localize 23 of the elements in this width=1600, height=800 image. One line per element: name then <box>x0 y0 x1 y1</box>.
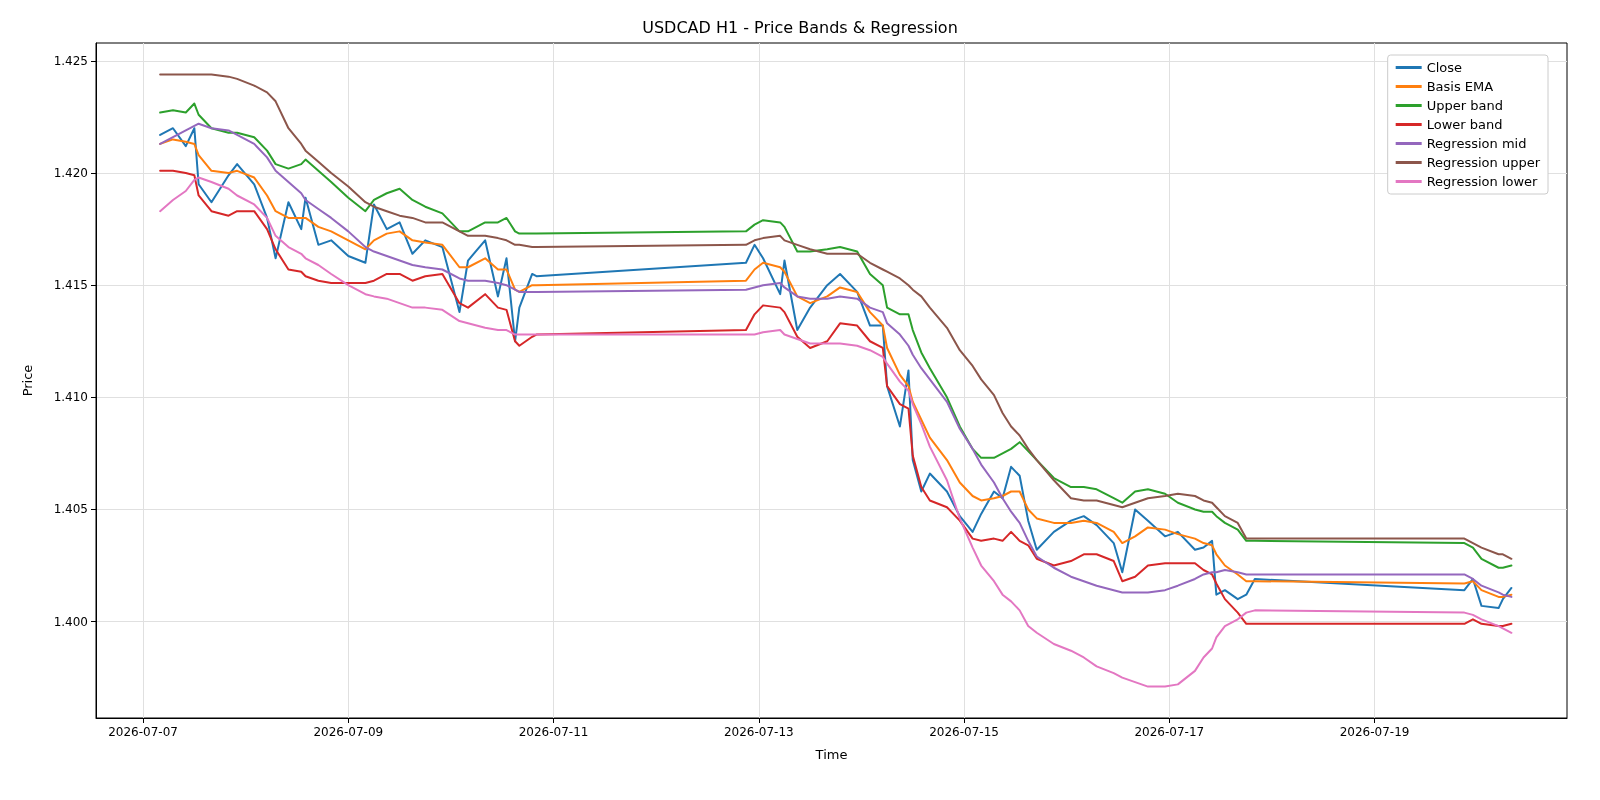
legend-label: Upper band <box>1426 98 1503 113</box>
x-tick-label: 2026-07-11 <box>518 725 589 739</box>
legend-label: Close <box>1426 60 1463 75</box>
x-tick-label: 2026-07-17 <box>1134 725 1205 739</box>
x-axis-title: Time <box>814 747 848 762</box>
chart-title: USDCAD H1 - Price Bands & Regression <box>642 17 958 37</box>
x-tick-label: 2026-07-07 <box>108 725 178 739</box>
x-tick-label: 2026-07-19 <box>1339 725 1410 739</box>
y-tick-label: 1.405 <box>53 502 88 517</box>
legend-label: Regression mid <box>1426 136 1527 151</box>
y-tick-label: 1.420 <box>53 166 88 181</box>
legend-label: Basis EMA <box>1426 79 1494 94</box>
y-tick-label: 1.400 <box>53 614 88 629</box>
y-tick-label: 1.410 <box>53 390 88 405</box>
y-tick-label: 1.415 <box>53 278 88 293</box>
y-axis-title: Price <box>20 364 35 397</box>
legend-label: Regression upper <box>1426 155 1541 170</box>
legend-label: Lower band <box>1426 117 1503 132</box>
x-tick-label: 2026-07-13 <box>723 725 794 739</box>
x-tick-label: 2026-07-09 <box>313 725 384 739</box>
legend-label: Regression lower <box>1426 174 1539 189</box>
x-tick-label: 2026-07-15 <box>929 725 999 739</box>
y-tick-label: 1.425 <box>53 53 88 68</box>
